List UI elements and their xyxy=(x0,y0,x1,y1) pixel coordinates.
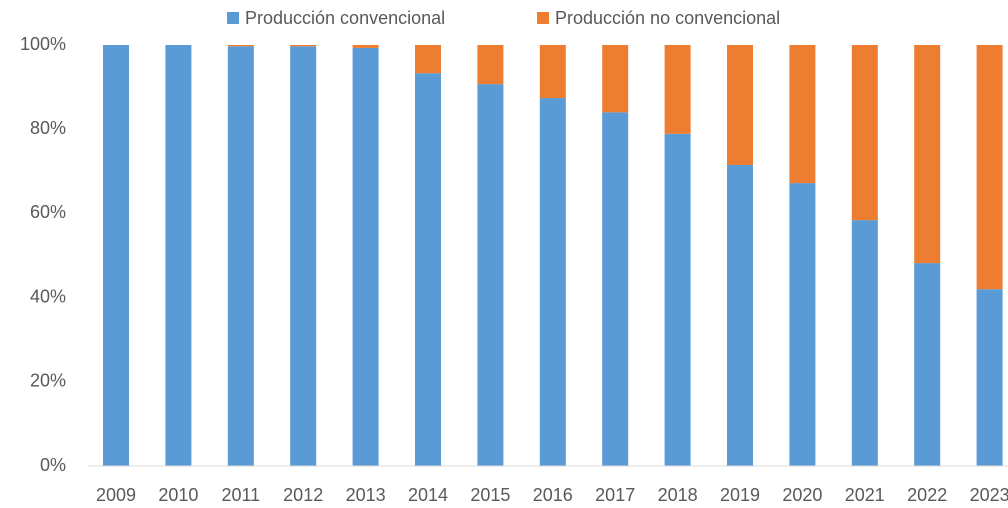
legend-swatch xyxy=(537,12,549,24)
x-tick-label: 2012 xyxy=(283,485,323,505)
bar-segment xyxy=(664,45,691,134)
bar-segment xyxy=(290,46,317,466)
bar-segment xyxy=(290,45,317,47)
bar-segment xyxy=(789,183,816,466)
x-tick-label: 2017 xyxy=(595,485,635,505)
y-tick-label: 60% xyxy=(30,202,66,222)
x-tick-label: 2010 xyxy=(158,485,198,505)
y-tick-label: 100% xyxy=(20,34,66,54)
bar-segment xyxy=(602,112,629,467)
bar-segment xyxy=(352,47,379,467)
bar-segment xyxy=(664,133,691,466)
bar-segment xyxy=(165,45,192,466)
bar-segment xyxy=(914,263,941,466)
bar-segment xyxy=(602,45,629,113)
legend-swatch xyxy=(227,12,239,24)
y-tick-label: 20% xyxy=(30,371,66,391)
bar-segment xyxy=(851,45,878,221)
x-tick-label: 2009 xyxy=(96,485,136,505)
x-tick-label: 2016 xyxy=(533,485,573,505)
bar-segment xyxy=(914,45,941,264)
x-tick-label: 2019 xyxy=(720,485,760,505)
x-tick-label: 2020 xyxy=(782,485,822,505)
bar-segment xyxy=(477,45,504,85)
x-tick-label: 2021 xyxy=(845,485,885,505)
x-tick-label: 2011 xyxy=(221,485,260,505)
bar-segment xyxy=(352,45,379,48)
bar-segment xyxy=(727,45,753,165)
x-tick-label: 2023 xyxy=(970,485,1008,505)
bar-segment xyxy=(415,73,441,466)
x-tick-label: 2022 xyxy=(907,485,947,505)
x-tick-label: 2015 xyxy=(470,485,510,505)
bar-segment xyxy=(539,45,566,99)
bar-segment xyxy=(789,45,816,184)
bar-segment xyxy=(227,45,254,47)
x-tick-label: 2013 xyxy=(346,485,386,505)
bar-segment xyxy=(415,45,441,74)
x-tick-label: 2018 xyxy=(658,485,698,505)
bar-segment xyxy=(477,84,504,466)
bar-segment xyxy=(976,45,1003,290)
bar-segment xyxy=(851,220,878,466)
y-tick-label: 40% xyxy=(30,286,66,306)
bar-segment xyxy=(976,289,1003,466)
bar-segment xyxy=(103,45,129,466)
y-tick-label: 0% xyxy=(40,455,66,475)
bar-segment xyxy=(227,46,254,466)
bar-segment xyxy=(539,98,566,467)
legend-label: Producción no convencional xyxy=(555,8,780,28)
legend-label: Producción convencional xyxy=(245,8,445,28)
y-tick-label: 80% xyxy=(30,118,66,138)
bar-segment xyxy=(727,164,753,467)
x-tick-label: 2014 xyxy=(408,485,448,505)
